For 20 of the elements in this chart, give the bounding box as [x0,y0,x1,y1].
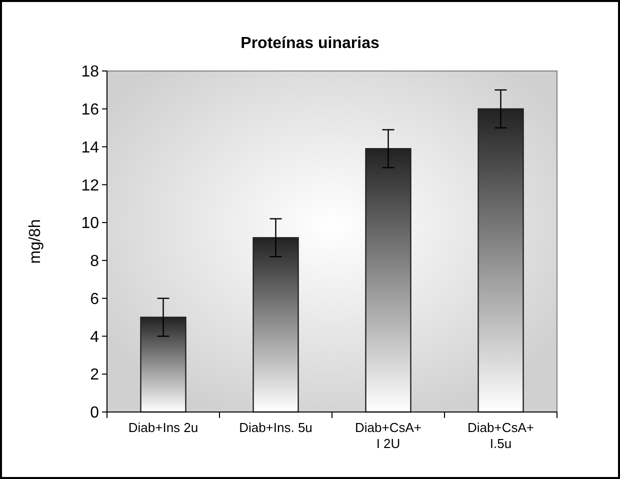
y-tick-label: 16 [81,101,100,118]
x-tick-label: Diab+Ins 2u [128,420,198,435]
x-tick-label: Diab+Ins. 5u [239,420,312,435]
bar [365,148,412,413]
y-tick-label: 12 [81,177,100,194]
y-tick-label: 10 [81,215,100,232]
y-axis-title: mg/8h [27,219,44,264]
y-tick-label: 2 [90,366,100,384]
bar [478,108,524,413]
y-tick-label: 4 [90,328,100,346]
y-tick-label: 8 [90,253,100,270]
bar [252,237,299,413]
bar [140,316,186,413]
chart-title: Proteínas uinarias [240,35,380,52]
x-tick-label: Diab+CsA+ I 2U [355,420,422,451]
y-tick-label: 0 [90,404,100,422]
y-tick-label: 14 [81,139,100,156]
y-tick-label: 18 [81,64,100,81]
y-tick-label: 6 [90,290,100,308]
x-tick-label: Diab+CsA+ I.5u [468,420,534,451]
